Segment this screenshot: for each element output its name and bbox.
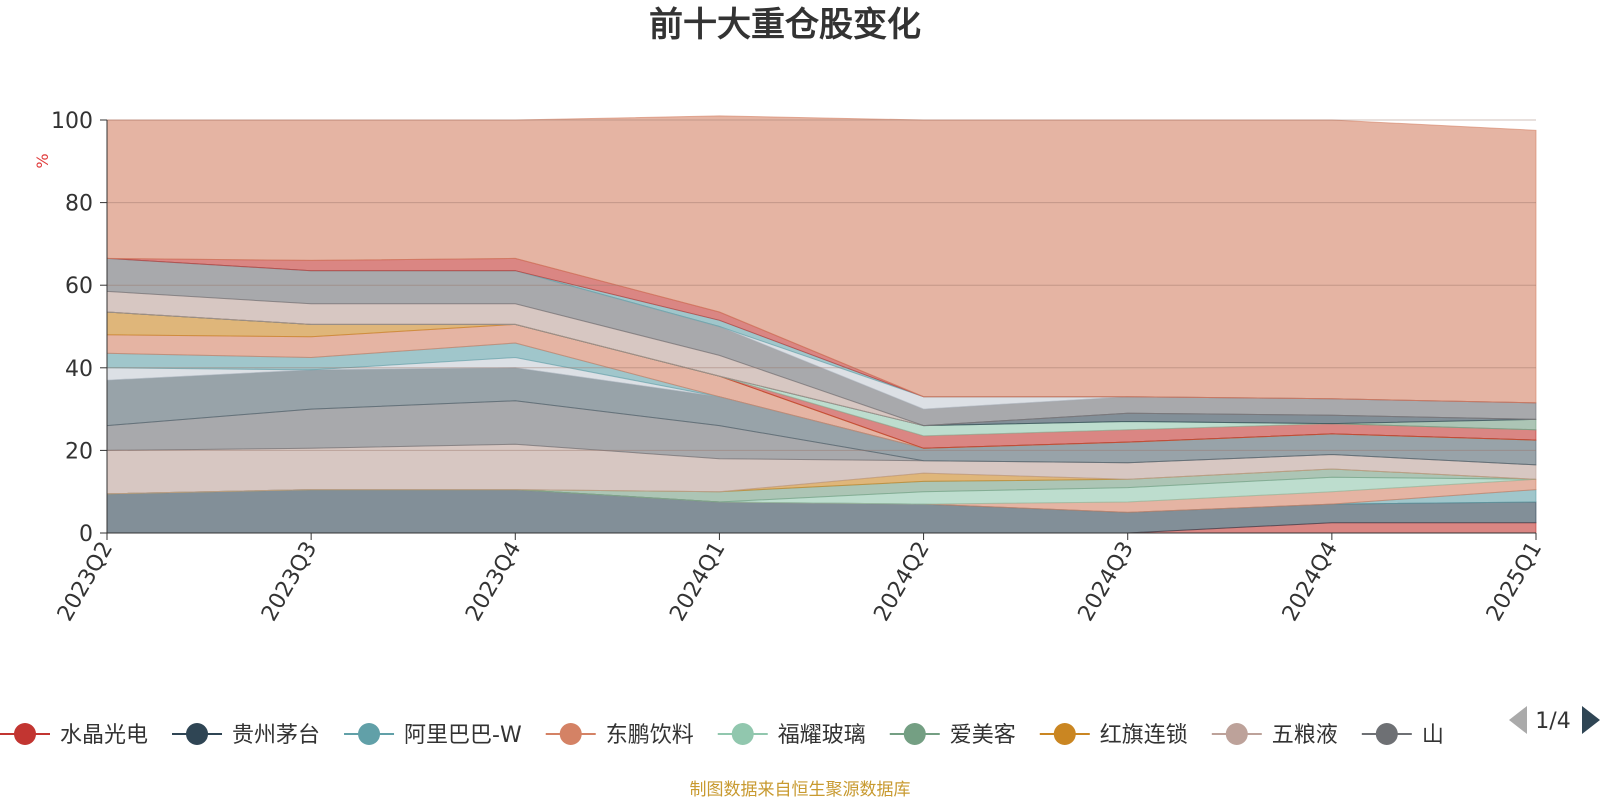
legend-marker-icon bbox=[186, 723, 209, 745]
legend-item[interactable]: 水晶光电 bbox=[0, 723, 148, 748]
y-tick-label: 0 bbox=[79, 522, 93, 547]
x-tick-label: 2025Q1 bbox=[1482, 538, 1547, 626]
legend-label: 山 bbox=[1422, 723, 1444, 748]
legend-next-page-icon[interactable] bbox=[1582, 706, 1600, 734]
legend-item[interactable]: 贵州茅台 bbox=[172, 723, 320, 748]
legend-marker-icon bbox=[731, 723, 754, 745]
legend-item[interactable]: 红旗连锁 bbox=[1039, 723, 1188, 748]
legend: 水晶光电 贵州茅台 阿里巴巴-W 东鹏饮料 福耀玻璃 爱美客 红旗连锁 五粮液 山 bbox=[0, 723, 1444, 748]
legend-item[interactable]: 山 bbox=[1361, 723, 1444, 748]
data-source-note: 制图数据来自恒生聚源数据库 bbox=[690, 780, 911, 800]
legend-pager: 1/4 bbox=[1509, 706, 1600, 734]
legend-item[interactable]: 爱美客 bbox=[889, 723, 1016, 748]
x-tick-label: 2024Q3 bbox=[1074, 538, 1139, 626]
x-tick-label: 2023Q2 bbox=[53, 538, 118, 626]
y-tick-label: 40 bbox=[65, 357, 93, 382]
area-series-23 bbox=[106, 115, 1537, 404]
legend-marker-icon bbox=[559, 723, 582, 745]
y-tick-label: 20 bbox=[65, 439, 93, 464]
y-axis-unit-label: % bbox=[33, 153, 52, 168]
legend-label: 东鹏饮料 bbox=[606, 723, 694, 748]
legend-page-indicator: 1/4 bbox=[1535, 709, 1570, 734]
legend-label: 红旗连锁 bbox=[1100, 723, 1188, 748]
y-tick-label: 60 bbox=[65, 274, 93, 299]
legend-label: 阿里巴巴-W bbox=[404, 723, 522, 748]
legend-item[interactable]: 阿里巴巴-W bbox=[344, 723, 522, 748]
legend-marker-icon bbox=[1225, 723, 1248, 745]
legend-label: 贵州茅台 bbox=[232, 723, 320, 748]
legend-item[interactable]: 东鹏饮料 bbox=[545, 723, 694, 748]
chart-title: 前十大重仓股变化 bbox=[649, 5, 921, 45]
y-tick-label: 100 bbox=[51, 109, 93, 134]
legend-label: 五粮液 bbox=[1272, 723, 1338, 748]
legend-label: 水晶光电 bbox=[60, 723, 148, 748]
legend-item[interactable]: 福耀玻璃 bbox=[717, 723, 866, 748]
legend-label: 爱美客 bbox=[950, 723, 1016, 748]
x-tick-label: 2024Q1 bbox=[665, 538, 730, 626]
x-tick-label: 2024Q4 bbox=[1278, 538, 1343, 626]
legend-marker-icon bbox=[1053, 723, 1076, 745]
x-tick-label: 2023Q4 bbox=[461, 538, 526, 626]
legend-item[interactable]: 五粮液 bbox=[1211, 723, 1338, 748]
legend-marker-icon bbox=[358, 723, 381, 745]
legend-marker-icon bbox=[903, 723, 926, 745]
x-tick-label: 2024Q2 bbox=[869, 538, 934, 626]
legend-label: 福耀玻璃 bbox=[778, 723, 866, 748]
gridlines bbox=[107, 119, 1536, 451]
legend-marker-icon bbox=[1375, 723, 1398, 745]
legend-prev-page-icon[interactable] bbox=[1509, 706, 1527, 734]
area-series-group bbox=[106, 115, 1537, 534]
y-tick-label: 80 bbox=[65, 192, 93, 217]
x-tick-label: 2023Q3 bbox=[257, 538, 322, 626]
legend-marker-icon bbox=[14, 723, 36, 745]
